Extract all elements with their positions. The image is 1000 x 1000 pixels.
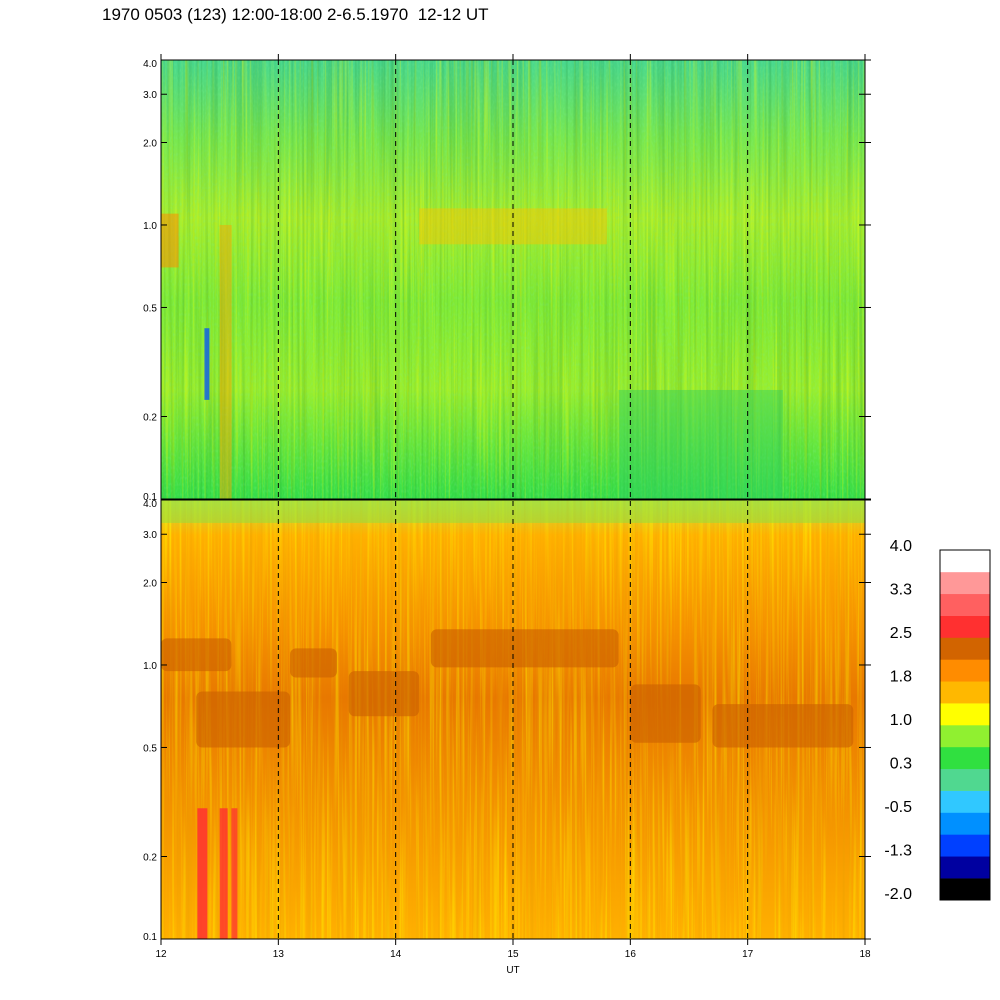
colorbar-label-2: 2.5 [890, 625, 912, 642]
colorbar-swatch-9 [940, 681, 990, 704]
ytick-label-top-0.2: 0.2 [143, 413, 157, 424]
colorbar-swatch-15 [940, 550, 990, 573]
ytick-label-top-1.0: 1.0 [143, 221, 157, 232]
bottom-band-1 [161, 638, 232, 672]
xtick-label-13: 13 [273, 949, 285, 960]
colorbar-swatch-0 [940, 878, 990, 901]
colorbar-swatch-10 [940, 659, 990, 682]
colorbar-swatch-3 [940, 812, 990, 835]
xtick-label-14: 14 [390, 949, 402, 960]
xtick-label-16: 16 [625, 949, 637, 960]
colorbar-label-7: -1.3 [884, 843, 912, 860]
ytick-label-bottom-4.0: 4.0 [143, 499, 157, 510]
ytick-label-bottom-0.5: 0.5 [143, 743, 157, 754]
colorbar-swatch-13 [940, 593, 990, 616]
colorbar: 4.0 3.3 2.5 1.8 1.0 0.3 -0.5 -1.3 -2.0 [884, 538, 991, 903]
colorbar-frame [939, 549, 991, 901]
bottom-band-4 [348, 671, 420, 717]
colorbar-swatch-12 [940, 615, 990, 638]
xtick-label-12: 12 [155, 949, 167, 960]
ytick-label-top-0.5: 0.5 [143, 303, 157, 314]
ytick-label-top-3.0: 3.0 [143, 90, 157, 101]
colorbar-label-1: 3.3 [890, 582, 912, 599]
top-orange-streak [219, 224, 232, 499]
xtick-label-15: 15 [507, 949, 519, 960]
ytick-label-top-4.0: 4.0 [143, 59, 157, 70]
bottom-red-streak-2 [219, 808, 228, 939]
ytick-label-top-2.0: 2.0 [143, 138, 157, 149]
top-green-patch [618, 389, 783, 499]
colorbar-swatch-14 [940, 571, 990, 595]
colorbar-label-0: 4.0 [890, 538, 912, 555]
ytick-label-bottom-1.0: 1.0 [143, 661, 157, 672]
xtick-label-18: 18 [859, 949, 871, 960]
ytick-label-bottom-0.2: 0.2 [143, 853, 157, 864]
colorbar-label-3: 1.8 [890, 669, 912, 686]
bottom-band-5 [430, 629, 619, 668]
colorbar-label-4: 1.0 [890, 712, 912, 729]
top-blue-streak [204, 328, 210, 400]
colorbar-swatch-11 [940, 637, 990, 660]
colorbar-swatch-2 [940, 834, 990, 857]
ytick-label-bottom-2.0: 2.0 [143, 578, 157, 589]
colorbar-swatch-1 [940, 856, 990, 879]
colorbar-swatch-5 [940, 768, 990, 791]
bottom-band-7 [712, 704, 854, 748]
bottom-band-3 [290, 648, 337, 678]
colorbar-swatch-6 [940, 746, 990, 770]
xtick-label-17: 17 [742, 949, 754, 960]
ytick-label-bottom-3.0: 3.0 [143, 530, 157, 541]
bottom-band-2 [196, 691, 291, 748]
ytick-label-top-0.1: 0.1 [143, 492, 157, 503]
colorbar-swatch-7 [940, 725, 990, 748]
top-orange-patch [161, 213, 179, 268]
colorbar-label-6: -0.5 [884, 799, 912, 816]
ytick-label-bottom-0.1: 0.1 [143, 932, 157, 943]
bottom-red-streak-3 [231, 808, 238, 939]
colorbar-label-8: -2.0 [884, 886, 912, 903]
hour-dashed-lines [277, 60, 749, 939]
chart-title: 1970 0503 (123) 12:00-18:00 2-6.5.1970 1… [102, 5, 489, 24]
colorbar-swatch-4 [940, 790, 990, 813]
bottom-red-streak-1 [197, 808, 208, 939]
colorbar-label-5: 0.3 [890, 756, 912, 773]
colorbar-swatch-8 [940, 703, 990, 726]
x-axis-label: UT [506, 965, 519, 976]
bottom-band-6 [630, 684, 701, 743]
